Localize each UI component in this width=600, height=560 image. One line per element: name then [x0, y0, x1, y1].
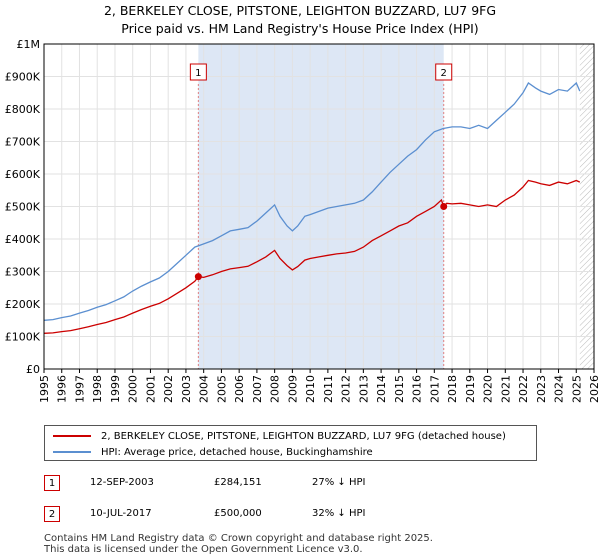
x-tick-label: 2017 [428, 375, 441, 403]
legend-label-hpi: HPI: Average price, detached house, Buck… [101, 446, 373, 458]
x-tick-label: 2013 [357, 375, 370, 403]
x-tick-label: 2005 [215, 375, 228, 403]
plot-border [43, 43, 595, 370]
transaction-price: £284,151 [214, 477, 262, 488]
footer-copyright: Contains HM Land Registry data © Crown c… [44, 533, 433, 544]
transaction-row: 2 10-JUL-2017 £500,000 32% ↓ HPI [44, 506, 564, 524]
x-tick-label: 2023 [535, 375, 548, 403]
x-tick-label: 1999 [109, 375, 122, 403]
y-tick-label: £900K [5, 71, 41, 84]
transaction-marker-box [435, 63, 453, 81]
x-tick-label: 2025 [570, 375, 583, 403]
x-tick-label: 2026 [588, 375, 600, 403]
x-tick-label: 2024 [553, 375, 566, 403]
x-tick-label: 2010 [304, 375, 317, 403]
price-chart: £0 £100K £200K £300K £400K £500K £600K £700K £80… [5, 38, 600, 403]
x-tick-label: 2002 [162, 375, 175, 403]
transaction-row: 1 12-SEP-2003 £284,151 27% ↓ HPI [44, 475, 564, 493]
y-tick-label: £100K [5, 331, 41, 344]
transaction-date: 10-JUL-2017 [90, 508, 152, 519]
x-tick-label: 2009 [286, 375, 299, 403]
hpi-line [43, 81, 581, 321]
x-tick-label: 2000 [127, 375, 140, 403]
y-tick-label: £500K [5, 201, 41, 214]
x-tick-label: 2019 [464, 375, 477, 403]
property-price-line [43, 179, 581, 334]
chart-title-line1: 2, BERKELEY CLOSE, PITSTONE, LEIGHTON BU… [103, 3, 497, 18]
y-tick-label: £800K [5, 103, 41, 116]
transaction-price: £500,000 [214, 508, 262, 519]
transaction-hpi-diff: 27% ↓ HPI [312, 477, 366, 488]
transaction-marker: 1 [44, 475, 60, 491]
transaction-hpi-diff: 32% ↓ HPI [312, 508, 366, 519]
x-tick-label: 1997 [73, 375, 86, 403]
y-tick-label: £200K [5, 298, 41, 311]
transaction-marker: 2 [44, 506, 60, 522]
footer-licence: This data is licensed under the Open Gov… [44, 544, 363, 555]
x-tick-label: 2014 [375, 375, 388, 403]
x-tick-label: 2012 [340, 375, 353, 403]
x-tick-label: 2006 [233, 375, 246, 403]
x-tick-label: 1998 [91, 375, 104, 403]
x-tick-label: 2018 [446, 375, 459, 403]
legend-item-property: 2, BERKELEY CLOSE, PITSTONE, LEIGHTON BU… [53, 428, 506, 444]
legend-swatch-hpi [53, 451, 91, 453]
x-tick-label: 2001 [144, 375, 157, 403]
x-tick-label: 1996 [56, 375, 69, 403]
x-tick-label: 2007 [251, 375, 264, 403]
legend-swatch-property [53, 435, 91, 437]
x-tick-label: 2003 [180, 375, 193, 403]
transaction-point [194, 273, 202, 281]
transaction-marker-label: 1 [195, 68, 201, 79]
legend-item-hpi: HPI: Average price, detached house, Buck… [53, 444, 373, 460]
x-tick-label: 2004 [198, 375, 211, 403]
x-tick-label: 2020 [482, 375, 495, 403]
transaction-date: 12-SEP-2003 [90, 477, 154, 488]
y-tick-label: £300K [5, 266, 41, 279]
x-tick-label: 1995 [38, 375, 51, 403]
y-tick-label: £400K [5, 233, 41, 246]
y-tick-label: £600K [5, 168, 41, 181]
y-tick-label: £1M [17, 38, 41, 51]
transaction-marker-label: 2 [441, 68, 447, 79]
transaction-marker-box [189, 63, 207, 81]
x-tick-label: 2015 [393, 375, 406, 403]
x-tick-label: 2022 [517, 375, 530, 403]
y-tick-label: £700K [5, 136, 41, 149]
x-tick-label: 2008 [269, 375, 282, 403]
x-tick-label: 2021 [499, 375, 512, 403]
y-tick-label: £0 [26, 363, 40, 376]
x-tick-label: 2016 [411, 375, 424, 403]
chart-title-line2: Price paid vs. HM Land Registry's House … [121, 21, 479, 36]
legend-label-property: 2, BERKELEY CLOSE, PITSTONE, LEIGHTON BU… [101, 430, 506, 442]
x-tick-label: 2011 [322, 375, 335, 403]
transaction-point [440, 203, 448, 210]
legend: 2, BERKELEY CLOSE, PITSTONE, LEIGHTON BU… [44, 425, 537, 461]
